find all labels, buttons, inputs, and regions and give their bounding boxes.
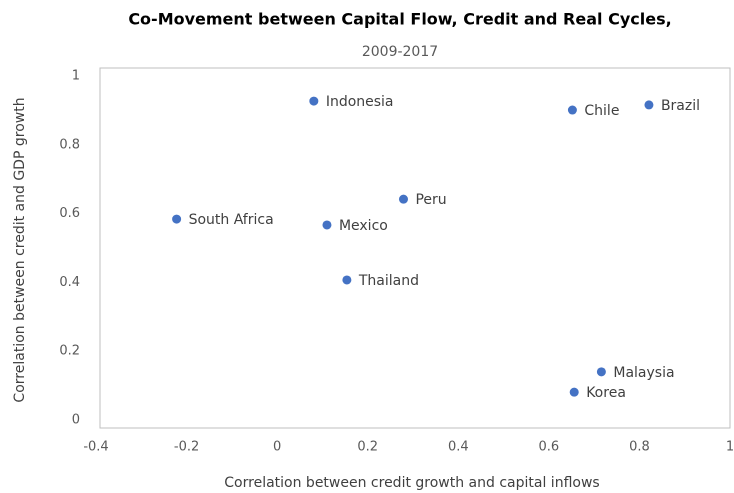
plot-frame [99,67,731,429]
y-tick-label: 0.8 [59,137,80,152]
point-label: Brazil [661,98,700,114]
point [644,100,654,110]
x-tick-label: 1 [726,440,734,455]
chart-subtitle: 2009-2017 [362,44,438,60]
point [398,194,408,204]
y-tick-label: 0.2 [59,344,80,359]
y-axis-label: Correlation between credit and GDP growt… [12,97,28,402]
point [172,214,182,224]
x-tick-label: 0.6 [539,440,560,455]
x-tick-label: 0.8 [629,440,650,455]
x-tick-label: 0 [273,440,281,455]
point-label: South Africa [189,212,274,228]
x-axis-label: Correlation between credit growth and ca… [224,475,599,491]
point-label: Korea [586,385,626,401]
y-tick-label: 0 [72,413,80,428]
point [569,387,579,397]
x-tick-label: 0.4 [448,440,469,455]
point [309,96,319,106]
point [342,275,352,285]
y-tick-label: 0.6 [59,206,80,221]
point [322,220,332,230]
point [567,105,577,115]
point-label: Mexico [339,218,388,234]
point-label: Chile [584,103,619,119]
y-tick-label: 0.4 [59,275,80,290]
x-tick-label: 0.2 [357,440,378,455]
point-label: Indonesia [326,94,394,110]
point-label: Malaysia [613,365,674,381]
point-label: Peru [415,192,446,208]
point [596,367,606,377]
point-label: Thailand [358,273,419,289]
y-tick-label: 1 [72,69,80,84]
chart-title: Co-Movement between Capital Flow, Credit… [128,10,671,29]
x-tick-label: -0.2 [174,440,199,455]
x-tick-label: -0.4 [83,440,108,455]
